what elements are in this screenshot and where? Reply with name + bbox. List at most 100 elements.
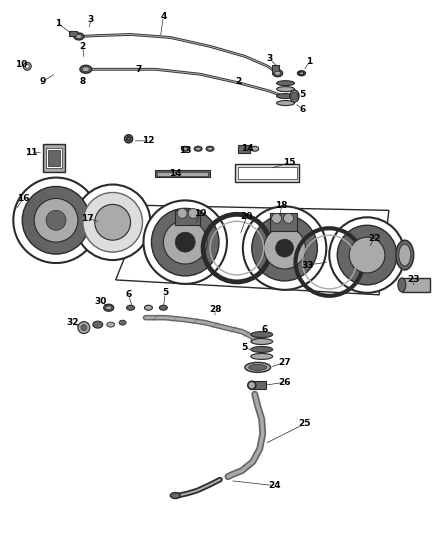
Bar [157,172,208,175]
Text: 32: 32 [67,318,79,327]
Ellipse shape [297,71,305,76]
Circle shape [272,213,282,223]
Ellipse shape [277,87,294,92]
Text: 19: 19 [194,209,206,218]
Circle shape [252,215,318,281]
Text: 14: 14 [241,144,254,154]
Text: 27: 27 [278,358,291,367]
Bar [46,148,62,168]
Ellipse shape [170,492,180,498]
Ellipse shape [127,305,134,310]
Ellipse shape [249,365,267,370]
Ellipse shape [206,146,214,151]
Text: 26: 26 [278,378,291,387]
Ellipse shape [119,320,126,325]
Ellipse shape [107,322,115,327]
Text: 13: 13 [179,146,191,155]
Bar [48,150,60,166]
Text: 9: 9 [40,77,46,86]
Ellipse shape [145,305,152,310]
Circle shape [25,64,29,68]
Ellipse shape [396,240,414,270]
Ellipse shape [251,353,273,359]
Bar [402,278,430,292]
Ellipse shape [251,332,273,337]
Bar [43,144,65,172]
Text: 6: 6 [261,325,268,334]
Text: 7: 7 [135,64,142,74]
Circle shape [83,192,142,252]
Circle shape [163,220,207,264]
Text: 22: 22 [368,233,380,243]
Text: 2: 2 [235,77,241,86]
Circle shape [22,187,90,254]
Ellipse shape [277,80,294,86]
Circle shape [188,208,198,219]
Text: 5: 5 [242,343,248,352]
Ellipse shape [196,147,201,150]
Bar [69,31,77,36]
Bar [238,167,297,179]
Circle shape [337,225,397,285]
Circle shape [95,204,131,240]
Bar [250,381,266,389]
Circle shape [75,184,150,260]
Text: 6: 6 [125,290,132,300]
Text: 5: 5 [299,90,306,99]
Text: 10: 10 [15,60,28,69]
Bar [175,211,200,225]
Text: 30: 30 [95,297,107,306]
Ellipse shape [76,35,82,38]
Text: 20: 20 [240,212,253,221]
Ellipse shape [159,305,167,310]
Text: 15: 15 [283,158,296,167]
Ellipse shape [93,321,103,328]
Text: 5: 5 [162,288,169,297]
Text: 2: 2 [80,42,86,51]
Ellipse shape [277,101,294,106]
Ellipse shape [208,147,212,150]
Text: 17: 17 [81,214,94,223]
Circle shape [248,381,256,389]
Text: 6: 6 [299,104,306,114]
Ellipse shape [251,146,259,151]
Circle shape [23,62,31,70]
Text: 1: 1 [306,57,313,66]
Ellipse shape [82,67,89,72]
Text: 3: 3 [88,15,94,24]
Circle shape [144,200,227,284]
Text: 14: 14 [169,169,182,178]
Circle shape [13,177,99,263]
Circle shape [177,208,187,219]
Circle shape [127,137,131,141]
Ellipse shape [292,92,297,100]
Circle shape [264,227,305,269]
Ellipse shape [106,306,112,310]
Ellipse shape [183,147,188,150]
Bar [270,213,297,231]
Text: 11: 11 [25,148,37,157]
Circle shape [349,237,385,273]
Bar [155,169,210,176]
Ellipse shape [251,338,273,344]
Text: 4: 4 [160,12,166,21]
Ellipse shape [273,70,283,77]
Circle shape [243,206,326,290]
Text: 18: 18 [276,201,288,210]
Circle shape [152,208,219,276]
Ellipse shape [181,146,189,151]
Ellipse shape [398,278,406,292]
Bar [235,164,300,182]
Text: 1: 1 [55,19,61,28]
Text: 28: 28 [209,305,221,314]
Ellipse shape [245,362,271,373]
Circle shape [124,135,133,143]
Ellipse shape [277,94,294,99]
Bar [238,145,250,153]
Ellipse shape [74,33,84,40]
Circle shape [276,239,293,257]
Ellipse shape [275,71,281,75]
Ellipse shape [290,90,299,102]
Bar [272,65,279,73]
Circle shape [175,232,195,252]
